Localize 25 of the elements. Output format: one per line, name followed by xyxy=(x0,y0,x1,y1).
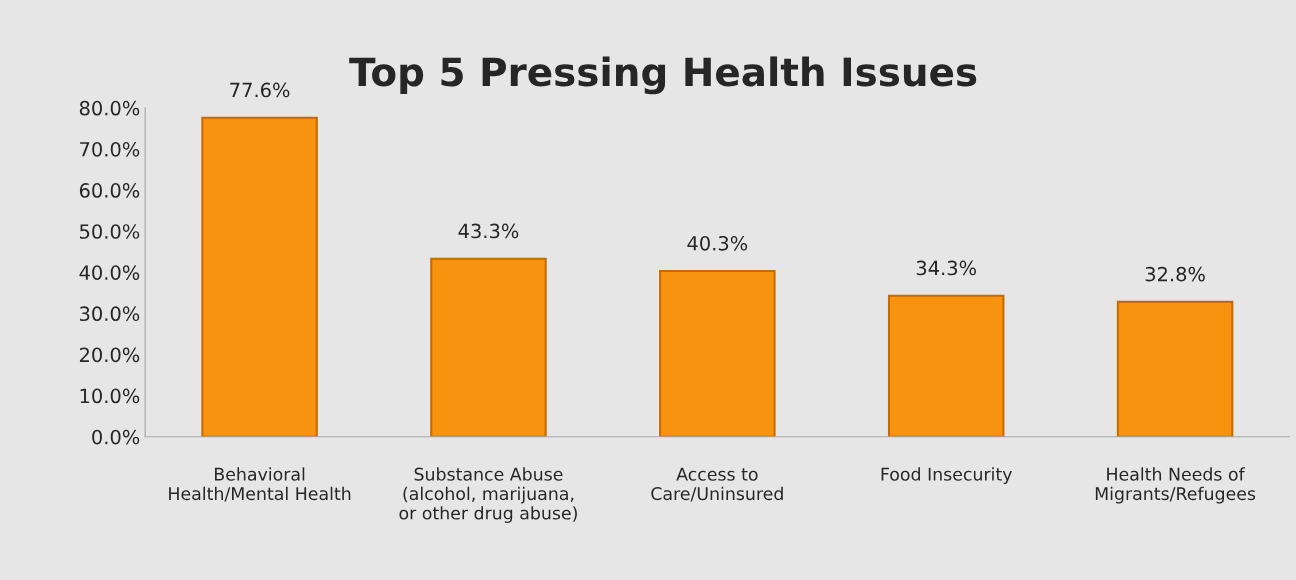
bar xyxy=(430,257,547,437)
y-tick-label: 10.0% xyxy=(80,388,140,404)
y-tick-label: 30.0% xyxy=(80,306,140,322)
data-label: 43.3% xyxy=(458,223,519,239)
x-tick-label: Access to Care/Uninsured xyxy=(651,467,783,502)
x-tick-label: Substance Abuse (alcohol, marijuana, or other drug abuse) xyxy=(399,467,577,523)
bar xyxy=(1116,300,1234,437)
x-tick-label: Health Needs of Migrants/Refugees xyxy=(1095,467,1256,504)
data-label: 32.8% xyxy=(1145,266,1205,282)
data-label: 77.6% xyxy=(230,82,290,98)
bar xyxy=(887,294,1005,437)
y-tick-label: 70.0% xyxy=(80,141,140,157)
y-tick-label: 0.0% xyxy=(92,429,140,445)
chart-title: Top 5 Pressing Health Issues xyxy=(349,56,977,95)
bar xyxy=(201,116,318,437)
data-label: 34.3% xyxy=(916,260,977,276)
bar xyxy=(659,270,776,437)
y-tick-label: 20.0% xyxy=(79,347,140,363)
y-tick-label: 60.0% xyxy=(79,183,140,198)
x-tick-label: Food Insecurity xyxy=(881,467,1012,485)
y-tick-label: 80.0% xyxy=(79,100,140,116)
data-label: 40.3% xyxy=(687,235,748,251)
y-tick-label: 50.0% xyxy=(80,224,140,239)
y-tick-label: 40.0% xyxy=(79,265,140,280)
x-tick-label: Behavioral Health/Mental Health xyxy=(169,467,351,502)
